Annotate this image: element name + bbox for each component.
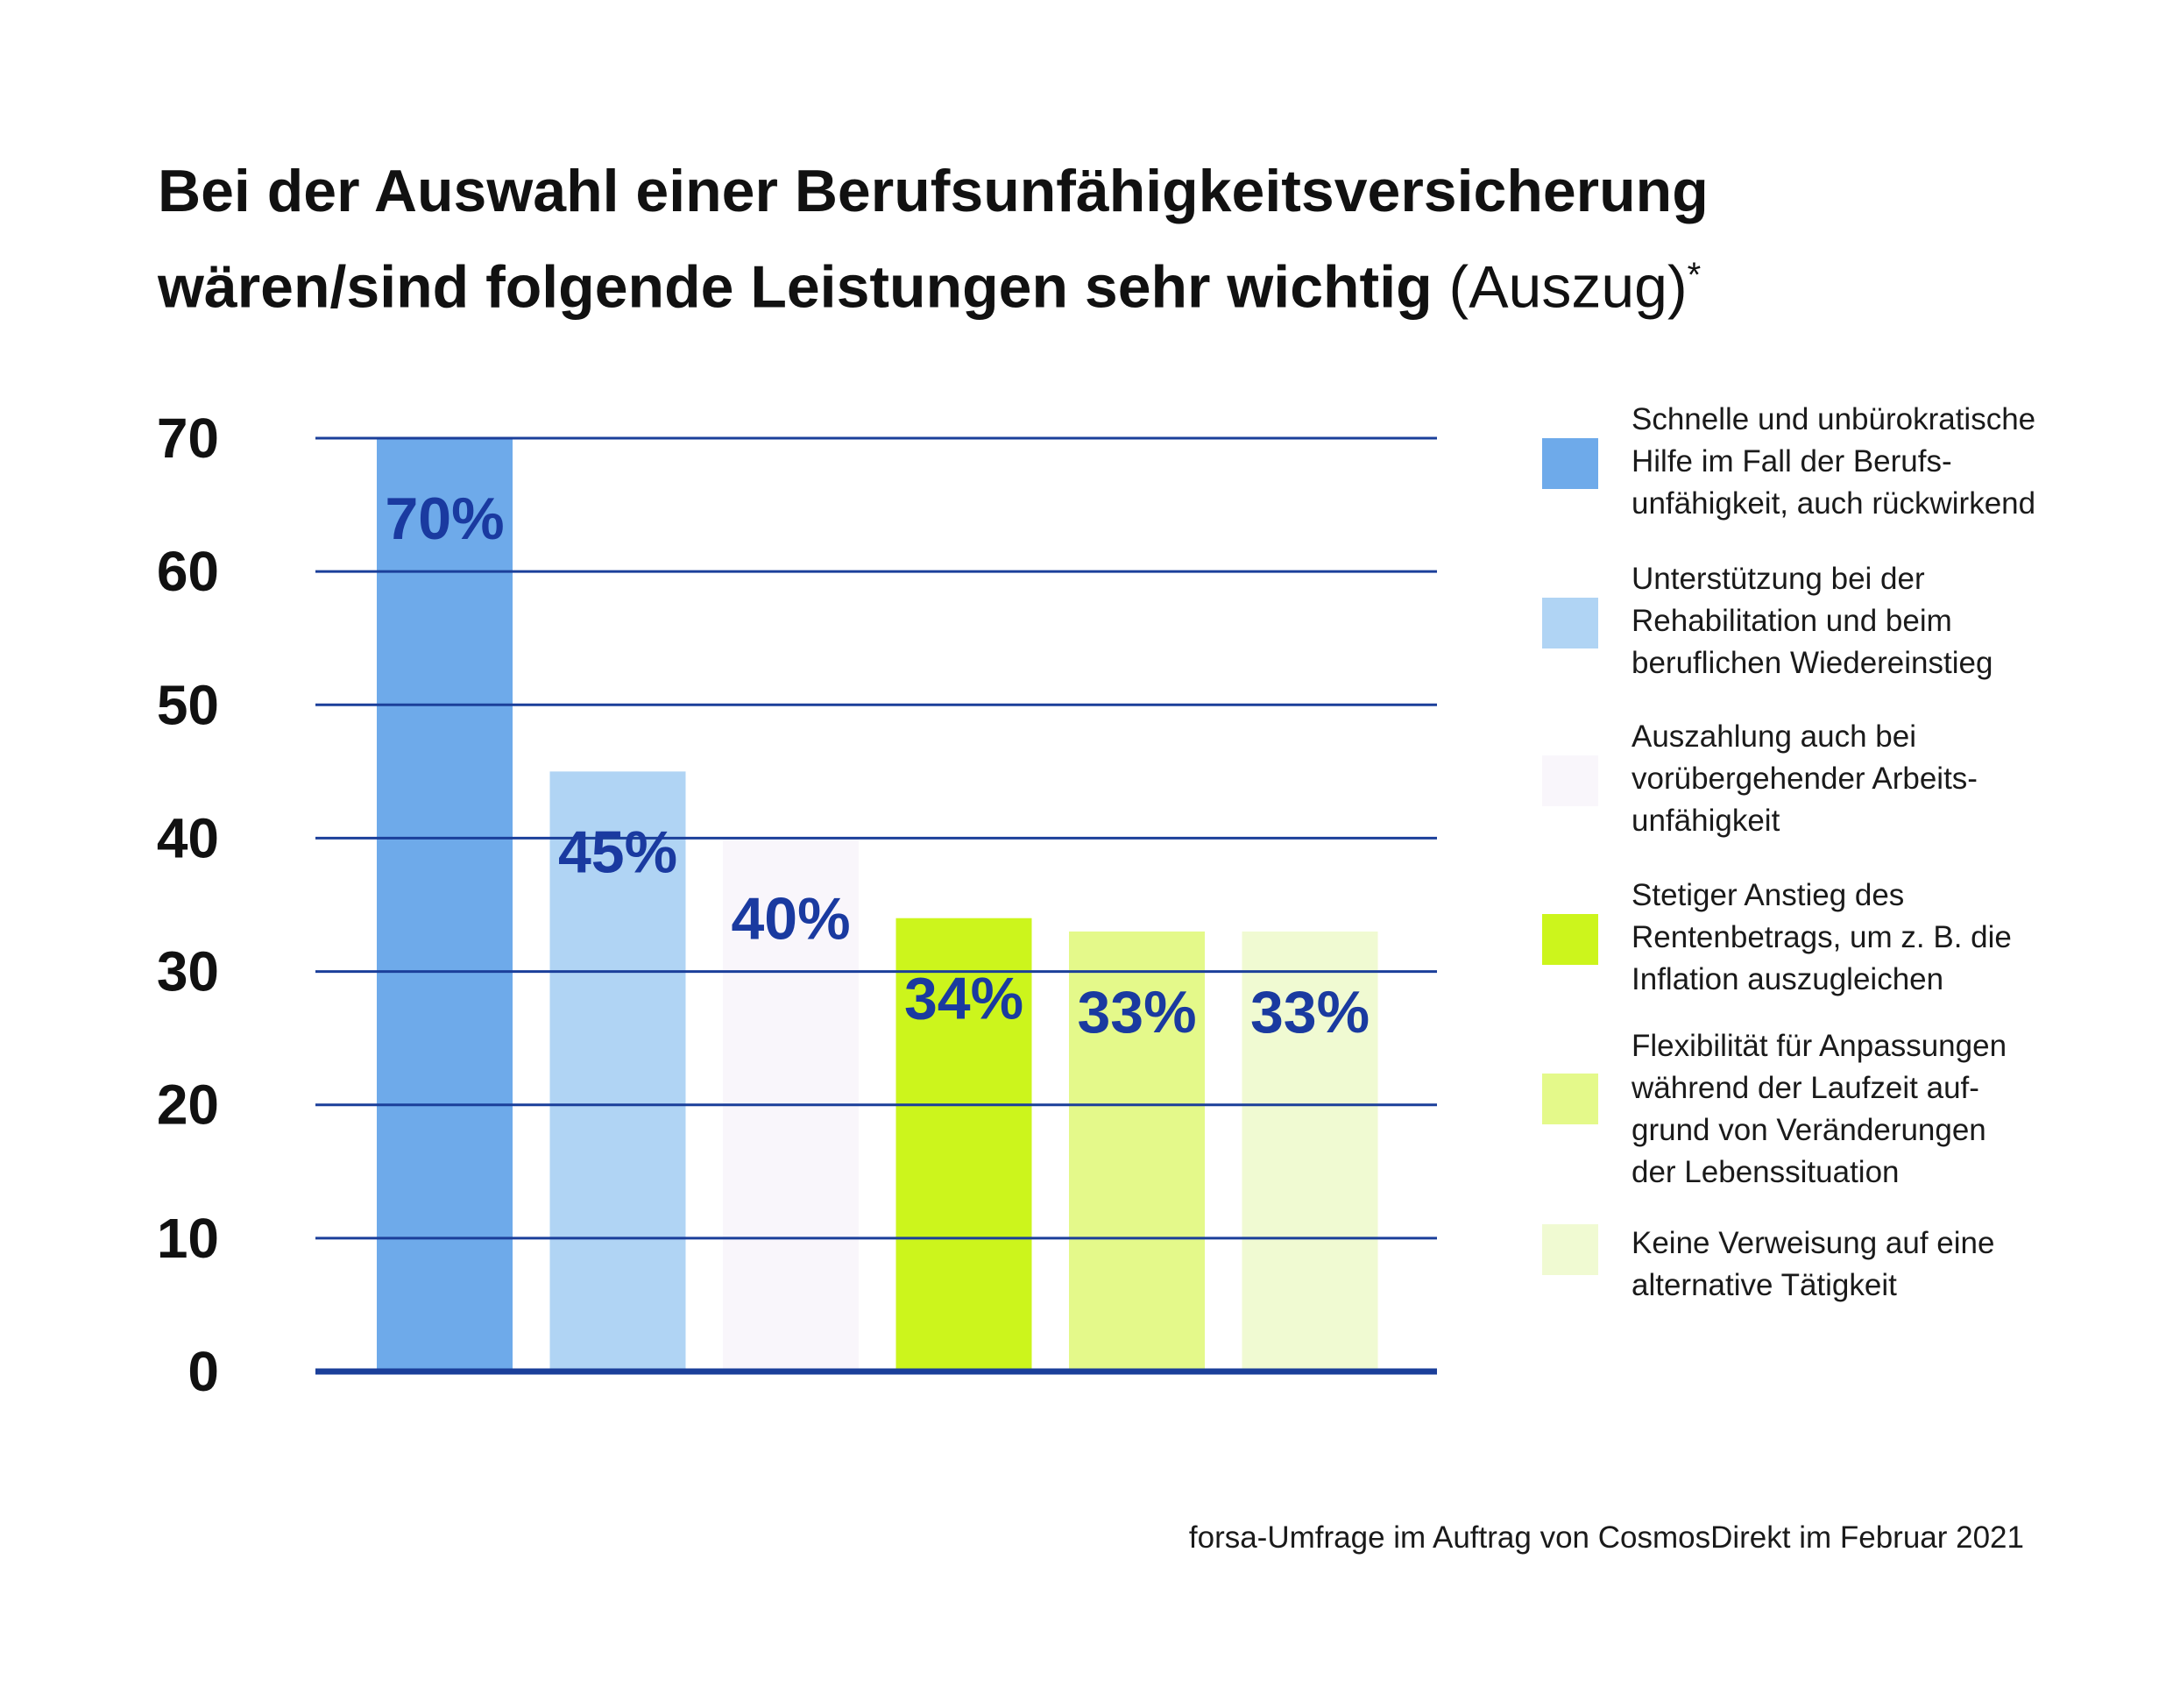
legend-swatch — [1542, 598, 1598, 648]
legend-label: Schnelle und unbürokratische Hilfe im Fa… — [1632, 402, 2036, 521]
bar — [1069, 931, 1205, 1371]
legend-label: Unterstützung bei der Rehabilitation und… — [1632, 562, 1993, 680]
chart-title-line2-light: (Auszug) — [1448, 253, 1688, 321]
y-tick-label: 30 — [157, 940, 219, 1003]
legend-label: Stetiger Anstieg des Rentenbetrags, um z… — [1632, 878, 2012, 996]
y-tick-label: 70 — [157, 407, 219, 470]
y-tick-label: 60 — [157, 540, 219, 603]
chart-title-line2-bold: wären/sind folgende Leistungen sehr wich… — [158, 253, 1433, 321]
bar-value-label: 70% — [385, 485, 504, 552]
chart-title: Bei der Auswahl einer Berufsunfähigkeits… — [158, 149, 2085, 330]
bar-value-label: 40% — [731, 885, 850, 952]
bar — [549, 771, 686, 1371]
chart-title-line1: Bei der Auswahl einer Berufsunfähigkeits… — [158, 158, 1709, 224]
bar-value-label: 33% — [1077, 979, 1196, 1045]
source-note: forsa-Umfrage im Auftrag von CosmosDirek… — [1188, 1520, 2024, 1555]
legend-label: Flexibilität für Anpassungen während der… — [1632, 1029, 2007, 1189]
bar — [1242, 931, 1378, 1371]
legend-swatch — [1542, 438, 1598, 489]
bar — [377, 438, 513, 1371]
chart-title-line2: wären/sind folgende Leistungen sehr wich… — [158, 233, 2085, 330]
bar — [895, 918, 1032, 1371]
bar-value-label: 45% — [558, 819, 677, 885]
y-tick-label: 50 — [157, 673, 219, 736]
legend-swatch — [1542, 1074, 1598, 1124]
y-tick-label: 0 — [188, 1340, 219, 1403]
bar-value-label: 33% — [1250, 979, 1370, 1045]
legend-swatch — [1542, 914, 1598, 965]
legend-swatch — [1542, 755, 1598, 806]
bar-value-label: 34% — [904, 966, 1023, 1032]
legend-swatch — [1542, 1224, 1598, 1275]
footnote-mark: * — [1687, 256, 1702, 294]
legend-label: Keine Verweisung auf eine alternative Tä… — [1632, 1226, 1995, 1302]
y-tick-label: 10 — [157, 1207, 219, 1270]
y-tick-label: 40 — [157, 806, 219, 869]
legend-label: Auszahlung auch bei vorübergehender Arbe… — [1632, 719, 1978, 838]
y-tick-label: 20 — [157, 1074, 219, 1137]
